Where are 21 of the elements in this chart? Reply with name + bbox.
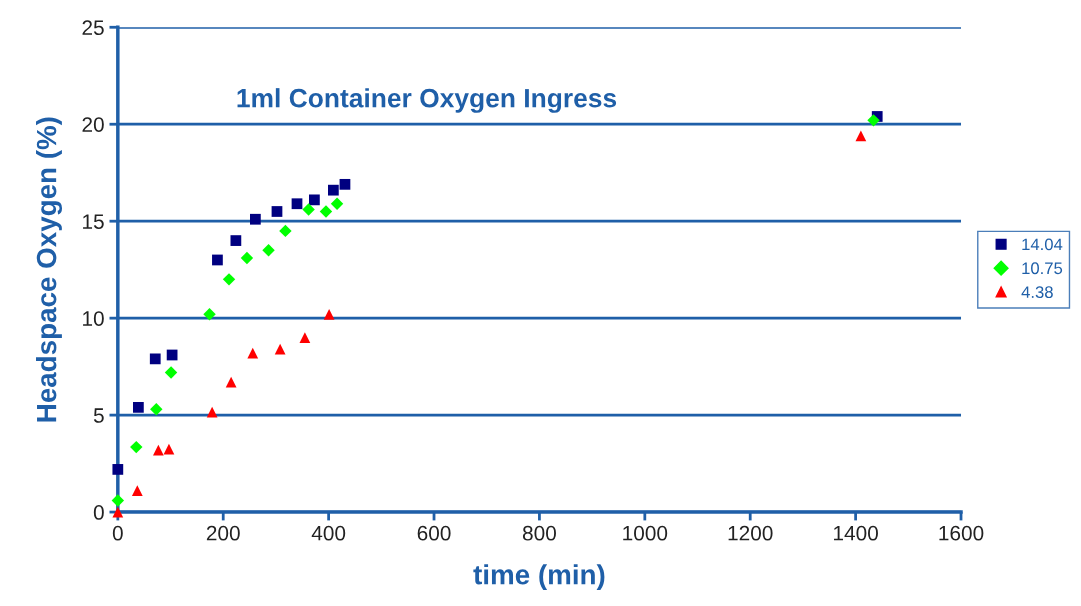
x-tick-label: 0 bbox=[112, 525, 123, 541]
y-axis-title: Headspace Oxygen (%) bbox=[36, 117, 63, 422]
legend-label: 14.04 bbox=[1022, 238, 1063, 251]
x-tick-label: 400 bbox=[311, 525, 346, 541]
y-tick-label: 25 bbox=[82, 20, 104, 36]
y-tick-label: 5 bbox=[93, 408, 104, 423]
x-axis-title: time (min) bbox=[473, 564, 605, 591]
y-tick-label: 15 bbox=[83, 214, 104, 229]
x-tick-label: 1000 bbox=[623, 525, 668, 541]
y-tick-label: 20 bbox=[82, 117, 104, 132]
y-tick-label: 10 bbox=[83, 311, 104, 326]
text: 1ml Container Oxygen Ingress bbox=[237, 88, 617, 113]
legend-label: 10.75 bbox=[1022, 262, 1063, 275]
x-tick-label: 200 bbox=[206, 525, 240, 541]
x-tick-label: 600 bbox=[417, 525, 451, 541]
x-tick-label: 1200 bbox=[728, 525, 773, 541]
x-tick-label: 800 bbox=[522, 525, 556, 541]
x-tick-label: 1600 bbox=[939, 525, 984, 541]
y-tick-label: 0 bbox=[93, 505, 104, 520]
x-tick-label: 1400 bbox=[834, 525, 878, 541]
legend-label: 4.38 bbox=[1021, 286, 1053, 299]
